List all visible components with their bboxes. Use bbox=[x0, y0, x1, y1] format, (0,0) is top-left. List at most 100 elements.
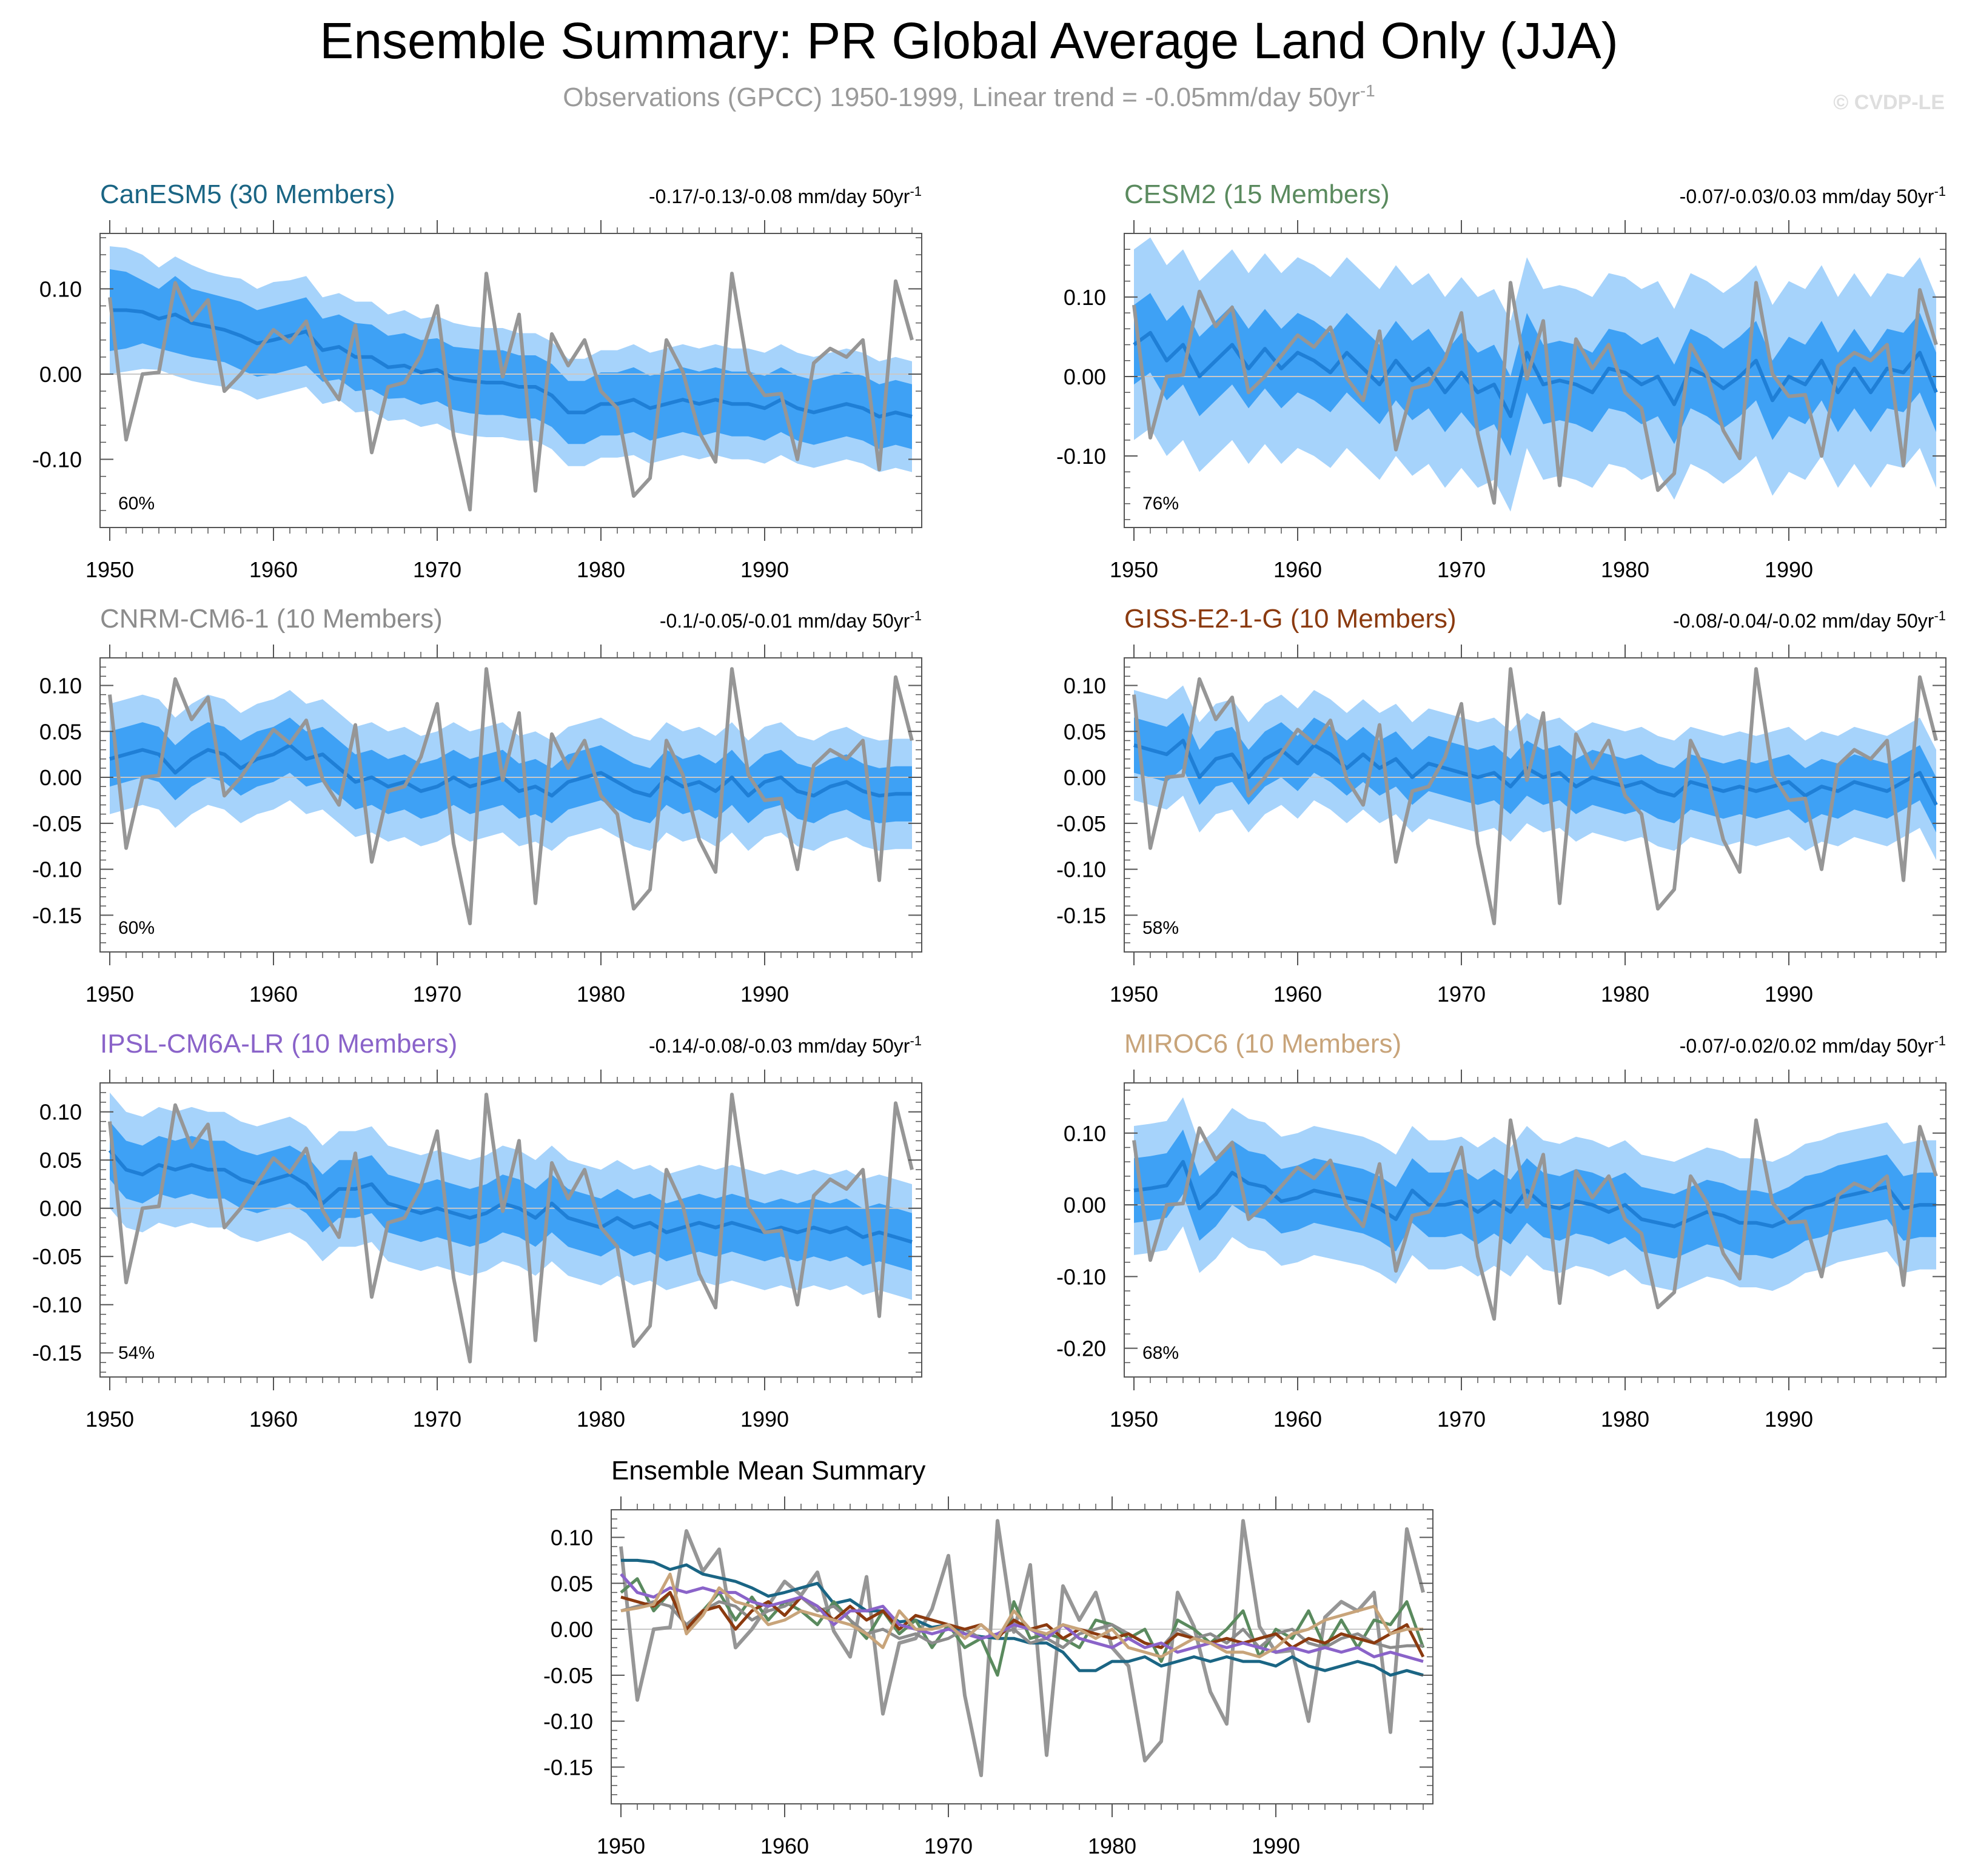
panel-1: CanESM5 (30 Members) -0.17/-0.13/-0.08 mm… bbox=[32, 179, 922, 582]
y-tick-label: -0.15 bbox=[32, 1341, 82, 1365]
y-tick-label: 0.10 bbox=[39, 673, 82, 698]
figure-subtitle: Observations (GPCC) 1950-1999, Linear tr… bbox=[563, 81, 1375, 112]
percent-label: 58% bbox=[1142, 918, 1179, 938]
y-tick-label: 0.00 bbox=[551, 1617, 593, 1642]
y-tick-label: 0.00 bbox=[39, 765, 82, 790]
y-tick-label: 0.05 bbox=[1064, 719, 1106, 744]
y-tick-label: -0.15 bbox=[32, 903, 82, 928]
x-tick-label: 1980 bbox=[1088, 1834, 1136, 1858]
x-tick-label: 1950 bbox=[86, 1407, 134, 1432]
plot-area bbox=[100, 667, 922, 925]
y-tick-label: -0.10 bbox=[1056, 444, 1106, 469]
x-tick-label: 1990 bbox=[1765, 557, 1813, 582]
x-tick-label: 1970 bbox=[1437, 1407, 1486, 1432]
y-tick-label: -0.15 bbox=[1056, 903, 1106, 928]
obs-line bbox=[619, 1519, 1425, 1777]
trend-units-sup: -1 bbox=[910, 1033, 922, 1048]
y-tick-label: 0.00 bbox=[1064, 364, 1106, 389]
panel-frame bbox=[1124, 1082, 1946, 1378]
band-inner bbox=[1134, 1129, 1936, 1259]
ensemble-mean-line bbox=[1133, 1160, 1936, 1228]
x-tick-label: 1990 bbox=[740, 982, 789, 1007]
obs-line bbox=[1132, 281, 1938, 505]
panel-title: CESM2 (15 Members) bbox=[1124, 179, 1390, 209]
percent-label: 60% bbox=[118, 494, 155, 514]
x-tick-label: 1960 bbox=[1273, 982, 1322, 1007]
trend-label: -0.1/-0.05/-0.01 mm/day 50yr-1 bbox=[660, 608, 922, 632]
panel-7: Ensemble Mean Summary -0.15 -0.10 -0.05 0.00… bbox=[543, 1456, 1433, 1858]
panels: CanESM5 (30 Members) -0.17/-0.13/-0.08 mm… bbox=[32, 179, 1946, 1858]
x-tick-label: 1960 bbox=[1273, 1407, 1322, 1432]
x-tick-label: 1980 bbox=[577, 557, 625, 582]
y-tick-label: 0.10 bbox=[39, 1100, 82, 1125]
y-tick-label: 0.05 bbox=[39, 1148, 82, 1173]
y-tick-label: 0.10 bbox=[551, 1525, 593, 1550]
x-tick-label: 1980 bbox=[577, 982, 625, 1007]
ensemble-mean-line bbox=[1133, 739, 1938, 806]
series-line-miroc6 bbox=[620, 1572, 1423, 1658]
y-tick-label: 0.05 bbox=[39, 719, 82, 744]
y-tick-label: -0.10 bbox=[1056, 1264, 1106, 1289]
trend-label: -0.07/-0.02/0.02 mm/day 50yr-1 bbox=[1680, 1033, 1946, 1057]
series-line-ipsl-cm6a-lr bbox=[620, 1573, 1424, 1663]
x-tick-label: 1960 bbox=[249, 1407, 298, 1432]
x-tick-label: 1950 bbox=[1110, 982, 1158, 1007]
panel-title: MIROC6 (10 Members) bbox=[1124, 1029, 1401, 1059]
ensemble-mean-line bbox=[108, 1149, 913, 1244]
y-tick-label: 0.10 bbox=[1064, 673, 1106, 698]
trend-values: -0.17/-0.13/-0.08 mm/day 50yr bbox=[649, 186, 910, 207]
y-tick-label: -0.10 bbox=[32, 1293, 82, 1318]
x-tick-label: 1990 bbox=[740, 557, 789, 582]
trend-values: -0.07/-0.03/0.03 mm/day 50yr bbox=[1680, 186, 1934, 207]
trend-label: -0.07/-0.03/0.03 mm/day 50yr-1 bbox=[1680, 184, 1946, 207]
y-tick-label: 0.00 bbox=[1064, 1193, 1106, 1218]
band-inner bbox=[110, 269, 912, 449]
x-tick-label: 1980 bbox=[1601, 982, 1649, 1007]
x-tick-label: 1990 bbox=[1765, 982, 1813, 1007]
y-tick-label: -0.10 bbox=[32, 447, 82, 472]
y-tick-label: 0.10 bbox=[1064, 1121, 1106, 1146]
x-tick-label: 1970 bbox=[924, 1834, 973, 1858]
band-inner bbox=[110, 717, 912, 823]
panel-4: GISS-E2-1-G (10 Members) -0.08/-0.04/-0.0… bbox=[1056, 604, 1946, 1007]
plot-area bbox=[1124, 667, 1946, 925]
x-tick-label: 1970 bbox=[413, 557, 461, 582]
trend-label: -0.08/-0.04/-0.02 mm/day 50yr-1 bbox=[1673, 608, 1946, 632]
percent-label: 60% bbox=[118, 918, 155, 938]
panel-2: CESM2 (15 Members) -0.07/-0.03/0.03 mm/da… bbox=[1056, 179, 1946, 582]
series-line-cnrm-cm6-1 bbox=[620, 1595, 1423, 1649]
panel-title: GISS-E2-1-G (10 Members) bbox=[1124, 604, 1457, 634]
trend-units-sup: -1 bbox=[910, 608, 922, 623]
y-tick-label: -0.05 bbox=[32, 811, 82, 836]
x-tick-label: 1950 bbox=[86, 557, 134, 582]
panel-title: IPSL-CM6A-LR (10 Members) bbox=[100, 1029, 457, 1059]
panel-frame bbox=[611, 1509, 1433, 1804]
obs-line bbox=[108, 272, 914, 512]
obs-line bbox=[108, 667, 914, 925]
y-tick-label: 0.00 bbox=[39, 1196, 82, 1221]
obs-line bbox=[1132, 667, 1938, 925]
figure-title: Ensemble Summary: PR Global Average Land… bbox=[320, 12, 1618, 69]
trend-label: -0.17/-0.13/-0.08 mm/day 50yr-1 bbox=[649, 184, 922, 207]
figure-subtitle-main: Observations (GPCC) 1950-1999, Linear tr… bbox=[563, 82, 1360, 112]
trend-values: -0.1/-0.05/-0.01 mm/day 50yr bbox=[660, 610, 910, 632]
x-tick-label: 1950 bbox=[597, 1834, 645, 1858]
y-tick-label: 0.10 bbox=[1064, 285, 1106, 310]
x-tick-label: 1990 bbox=[1765, 1407, 1813, 1432]
ensemble-mean-line bbox=[1133, 330, 1938, 418]
percent-label: 54% bbox=[118, 1343, 155, 1363]
plot-area bbox=[100, 1092, 922, 1364]
panel-frame bbox=[99, 1082, 922, 1378]
x-tick-label: 1960 bbox=[249, 557, 298, 582]
series-line-canesm5 bbox=[621, 1558, 1424, 1677]
x-tick-label: 1980 bbox=[1601, 557, 1649, 582]
x-tick-label: 1980 bbox=[1601, 1407, 1649, 1432]
x-tick-label: 1950 bbox=[1110, 1407, 1158, 1432]
figure-subtitle-sup: -1 bbox=[1360, 81, 1375, 100]
y-tick-label: -0.10 bbox=[32, 857, 82, 882]
x-tick-label: 1990 bbox=[1252, 1834, 1300, 1858]
panel-5: IPSL-CM6A-LR (10 Members) -0.14/-0.08/-0.… bbox=[32, 1029, 922, 1432]
trend-values: -0.14/-0.08/-0.03 mm/day 50yr bbox=[649, 1035, 910, 1057]
plot-area bbox=[1124, 237, 1946, 512]
